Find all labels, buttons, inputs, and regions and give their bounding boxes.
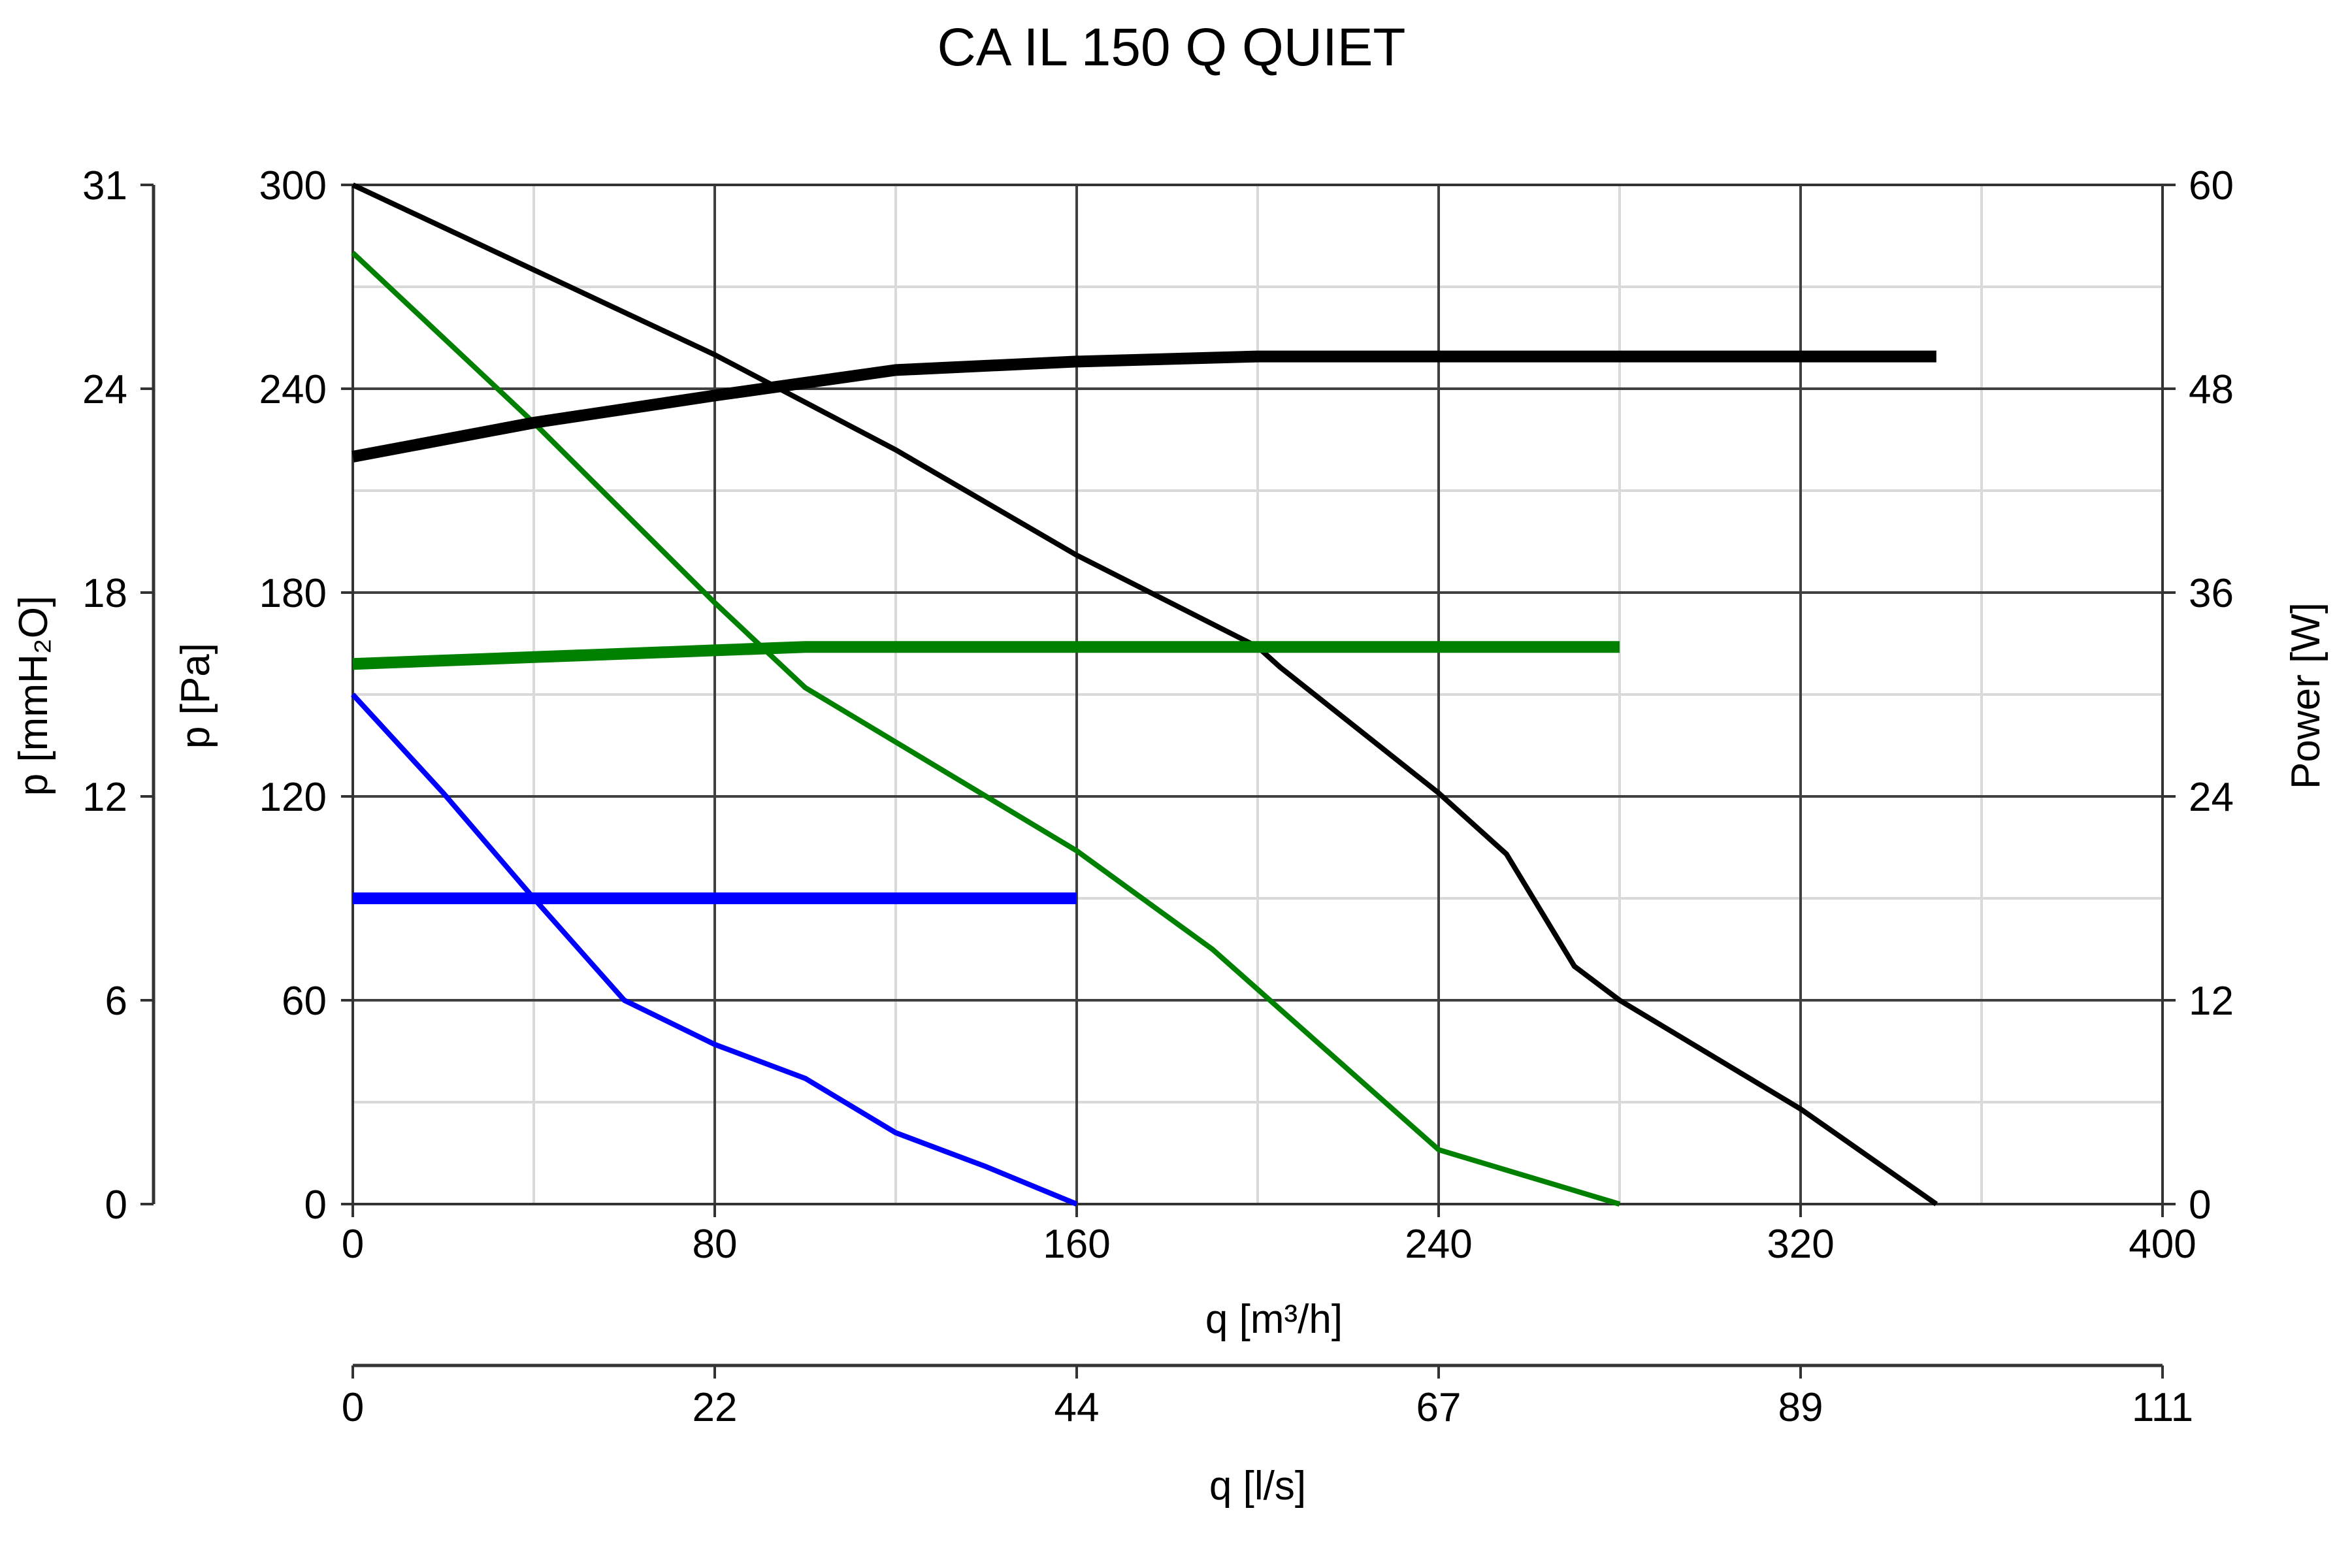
x-tick-label: 0: [342, 1222, 364, 1267]
power-tick-label: 48: [2189, 367, 2234, 412]
mm-tick-label: 31: [82, 163, 127, 208]
mm-tick-label: 18: [82, 571, 127, 616]
pa-tick-label: 120: [259, 775, 327, 820]
mm-tick-label: 24: [82, 367, 127, 412]
power-tick-label: 36: [2189, 571, 2234, 616]
x2-tick-label: 44: [1054, 1385, 1100, 1430]
power-tick-label: 60: [2189, 163, 2234, 208]
x-axis-label: q [m³/h]: [1205, 1297, 1343, 1342]
pa-tick-label: 0: [304, 1183, 327, 1228]
pressure-curve: [351, 693, 1078, 1207]
x-tick-label: 400: [2129, 1222, 2196, 1267]
power-curve: [351, 350, 1936, 463]
left-pressure-axis: 0 60 120 180 240 300: [259, 163, 353, 1228]
x-tick-label: 240: [1405, 1222, 1472, 1267]
power-tick-label: 12: [2189, 979, 2234, 1024]
pa-tick-label: 300: [259, 163, 327, 208]
mm-tick-label: 12: [82, 775, 127, 820]
x2-tick-label: 111: [2132, 1385, 2193, 1430]
pa-tick-label: 180: [259, 571, 327, 616]
bottom-flow-axis: 0 80 160 240 320 400: [342, 1204, 2197, 1267]
x-tick-label: 160: [1043, 1222, 1110, 1267]
mm-tick-label: 0: [105, 1183, 127, 1228]
x2-tick-label: 89: [1778, 1385, 1823, 1430]
x-tick-label: 80: [693, 1222, 738, 1267]
mm-tick-label: 6: [105, 979, 127, 1024]
pa-tick-label: 240: [259, 367, 327, 412]
power-tick-label: 0: [2189, 1183, 2211, 1228]
y-axis-label: p [Pa]: [173, 643, 218, 749]
power-tick-label: 24: [2189, 775, 2234, 820]
x-tick-label: 320: [1767, 1222, 1834, 1267]
far-left-pressure-axis: 0 6 12 18 24 31: [82, 163, 155, 1228]
y-far-left-axis-label: p [mmH₂O]: [11, 596, 56, 796]
x2-tick-label: 0: [342, 1385, 364, 1430]
x2-axis-label: q [l/s]: [1209, 1463, 1306, 1509]
x2-tick-label: 67: [1416, 1385, 1462, 1430]
secondary-flow-axis: 0 22 44 67 89 111: [342, 1364, 2193, 1430]
x2-tick-label: 22: [693, 1385, 738, 1430]
pressure-curve: [351, 182, 1938, 1207]
chart-title: CA IL 150 Q QUIET: [937, 18, 1405, 77]
curve-series: [351, 182, 1938, 1207]
pa-tick-label: 60: [282, 979, 327, 1024]
right-power-axis: 0 12 24 36 48 60: [2163, 163, 2234, 1228]
pressure-curve: [351, 251, 1621, 1207]
power-curve: [352, 641, 1620, 670]
y-right-axis-label: Power [W]: [2283, 602, 2328, 789]
